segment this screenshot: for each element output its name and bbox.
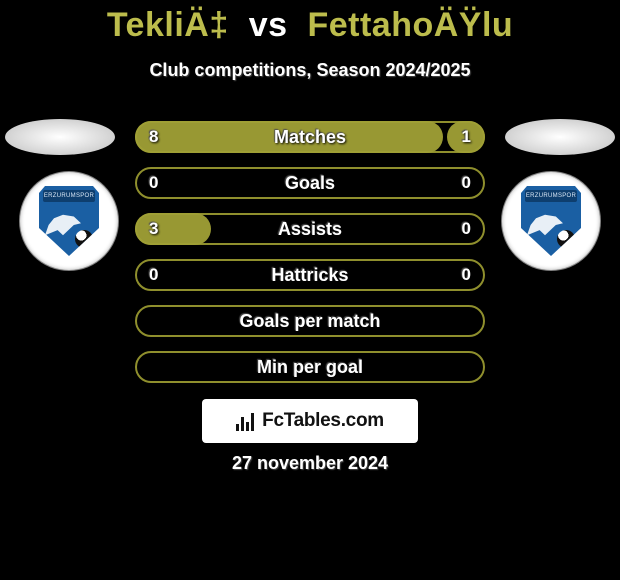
- stat-label: Goals per match: [137, 307, 483, 335]
- player1-avatar-placeholder: [5, 119, 115, 155]
- stat-value-right: 0: [462, 169, 471, 197]
- stat-row: 0 0Hattricks: [135, 259, 485, 291]
- stat-value-right: 0: [462, 215, 471, 243]
- player1-club-badge: ERZURUMSPOR: [20, 172, 118, 270]
- date: 27 november 2024: [0, 453, 620, 474]
- stat-row: Goals per match: [135, 305, 485, 337]
- club-tape-text: ERZURUMSPOR: [43, 190, 95, 202]
- stat-row: 0 0Goals: [135, 167, 485, 199]
- comparison-card: TekliÄ‡ vs FettahoÄŸlu Club competitions…: [0, 0, 620, 580]
- stat-label: Hattricks: [137, 261, 483, 289]
- stat-fill-left: [135, 121, 443, 153]
- stat-value-right: 1: [462, 123, 471, 151]
- player2-club-badge: ERZURUMSPOR: [502, 172, 600, 270]
- club-shield-icon: ERZURUMSPOR: [39, 186, 99, 256]
- title: TekliÄ‡ vs FettahoÄŸlu: [0, 6, 620, 45]
- watermark: FcTables.com: [202, 399, 418, 443]
- subtitle: Club competitions, Season 2024/2025: [0, 60, 620, 81]
- player2-avatar-placeholder: [505, 119, 615, 155]
- player1-name: TekliÄ‡: [107, 6, 229, 44]
- stat-value-left: 0: [149, 169, 158, 197]
- stat-row: 81Matches: [135, 121, 485, 153]
- player2-name: FettahoÄŸlu: [307, 6, 513, 44]
- vs-label: vs: [249, 6, 288, 44]
- watermark-text: FcTables.com: [262, 410, 384, 432]
- stat-value-left: 0: [149, 261, 158, 289]
- club-tape-text: ERZURUMSPOR: [525, 190, 577, 202]
- stat-row: Min per goal: [135, 351, 485, 383]
- stat-value-right: 0: [462, 261, 471, 289]
- stat-value-left: 8: [149, 123, 158, 151]
- club-shield-icon: ERZURUMSPOR: [521, 186, 581, 256]
- stat-fill-left: [135, 213, 211, 245]
- stat-bars: 81Matches00Goals30Assists00HattricksGoal…: [135, 121, 485, 397]
- stat-value-left: 3: [149, 215, 158, 243]
- stat-label: Min per goal: [137, 353, 483, 381]
- stat-row: 30Assists: [135, 213, 485, 245]
- stat-label: Goals: [137, 169, 483, 197]
- watermark-bars-icon: [236, 411, 256, 431]
